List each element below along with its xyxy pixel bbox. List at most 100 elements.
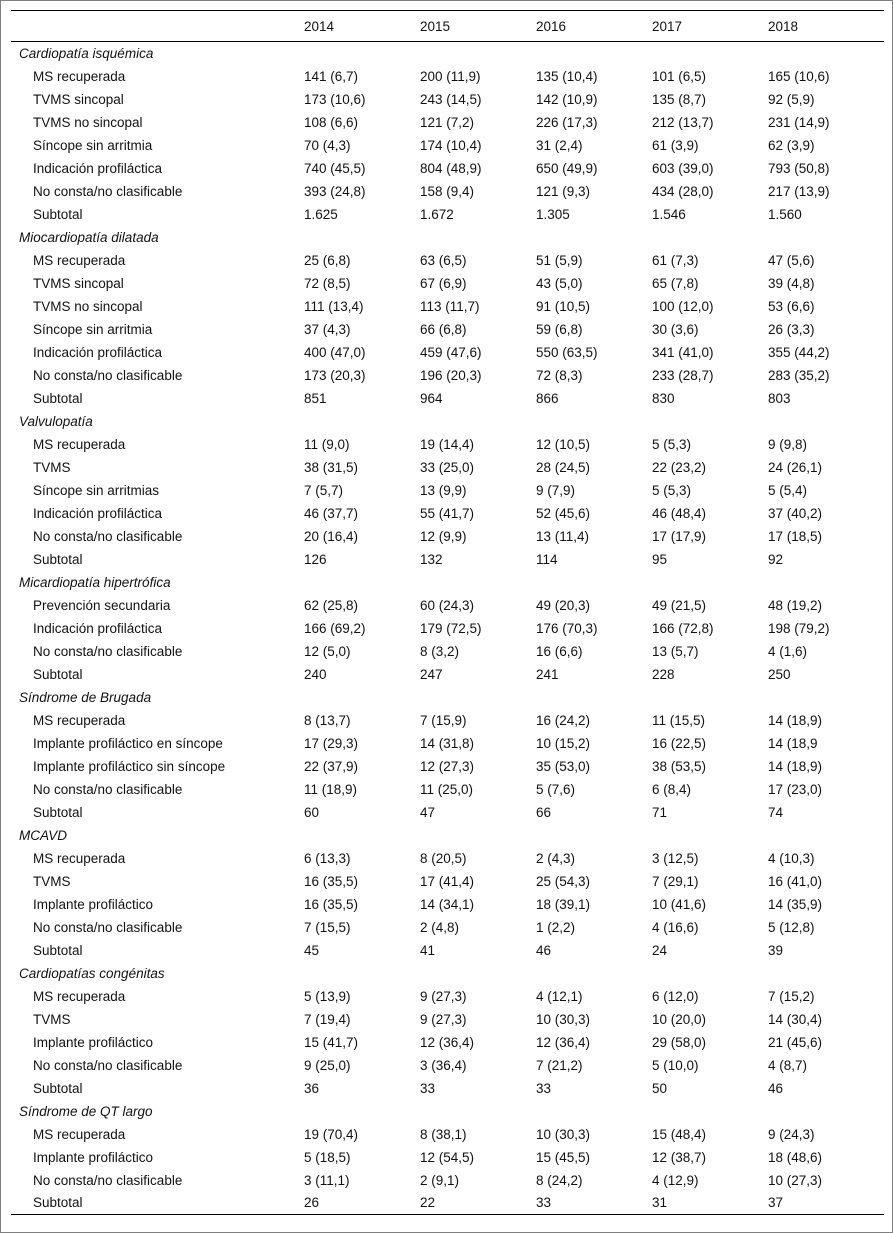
row-label: MS recuperada bbox=[33, 988, 126, 1004]
value-cell: 126 bbox=[304, 551, 327, 567]
section-title: Miocardiopatía dilatada bbox=[19, 229, 159, 245]
row-label: MS recuperada bbox=[33, 712, 126, 728]
table-row: No consta/no clasificable 7 (15,5) 2 (4,8)… bbox=[11, 916, 884, 939]
value-cell: 14 (18,9) bbox=[768, 712, 823, 728]
value-cell: 4 (12,1) bbox=[536, 988, 583, 1004]
value-cell: 8 (38,1) bbox=[420, 1126, 467, 1142]
value-cell: 53 (6,6) bbox=[768, 298, 815, 314]
subtotal-row: Subtotal 36 33 33 50 46 bbox=[11, 1077, 884, 1100]
value-cell: 62 (25,8) bbox=[304, 597, 359, 613]
value-cell: 100 (12,0) bbox=[652, 298, 714, 314]
value-cell: 37 bbox=[768, 1195, 784, 1211]
table-row: TVMS sincopal 173 (10,6) 243 (14,5) 142 (10… bbox=[11, 88, 884, 111]
value-cell: 33 bbox=[420, 1080, 436, 1096]
value-cell: 43 (5,0) bbox=[536, 275, 583, 291]
value-cell: 158 (9,4) bbox=[420, 183, 475, 199]
value-cell: 62 (3,9) bbox=[768, 137, 815, 153]
value-cell: 26 bbox=[304, 1195, 320, 1211]
value-cell: 5 (10,0) bbox=[652, 1057, 699, 1073]
table-row: Síncope sin arritmias 7 (5,7) 13 (9,9) 9 (7… bbox=[11, 479, 884, 502]
row-label: No consta/no clasificable bbox=[33, 919, 183, 935]
value-cell: 866 bbox=[536, 390, 559, 406]
value-cell: 46 (48,4) bbox=[652, 505, 707, 521]
value-cell: 48 (19,2) bbox=[768, 597, 823, 613]
row-label: MS recuperada bbox=[33, 1126, 126, 1142]
value-cell: 174 (10,4) bbox=[420, 137, 482, 153]
row-label: MS recuperada bbox=[33, 850, 126, 866]
value-cell: 7 (15,9) bbox=[420, 712, 467, 728]
value-cell: 2 (9,1) bbox=[420, 1172, 460, 1188]
section-title-row: Miocardiopatía dilatada bbox=[11, 226, 884, 249]
section-title-row: Cardiopatía isquémica bbox=[11, 42, 884, 65]
value-cell: 29 (58,0) bbox=[652, 1034, 707, 1050]
value-cell: 15 (41,7) bbox=[304, 1034, 359, 1050]
table-row: No consta/no clasificable 20 (16,4) 12 (9,… bbox=[11, 525, 884, 548]
row-label: Prevención secundaria bbox=[33, 597, 171, 613]
value-cell: 50 bbox=[652, 1080, 668, 1096]
value-cell: 355 (44,2) bbox=[768, 344, 830, 360]
value-cell: 341 (41,0) bbox=[652, 344, 714, 360]
value-cell: 10 (27,3) bbox=[768, 1172, 823, 1188]
value-cell: 14 (34,1) bbox=[420, 896, 475, 912]
value-cell: 240 bbox=[304, 666, 327, 682]
table-row: MS recuperada 8 (13,7) 7 (15,9) 16 (24,2) 11… bbox=[11, 709, 884, 732]
row-label: Síncope sin arritmias bbox=[33, 482, 160, 498]
value-cell: 166 (72,8) bbox=[652, 620, 714, 636]
row-label: Indicación profiláctica bbox=[33, 505, 163, 521]
table-row: TVMS no sincopal 108 (6,6) 121 (7,2) 226 (1… bbox=[11, 111, 884, 134]
value-cell: 250 bbox=[768, 666, 791, 682]
value-cell: 9 (9,8) bbox=[768, 436, 808, 452]
value-cell: 196 (20,3) bbox=[420, 367, 482, 383]
value-cell: 38 (31,5) bbox=[304, 459, 359, 475]
value-cell: 16 (24,2) bbox=[536, 712, 591, 728]
value-cell: 6 (13,3) bbox=[304, 850, 351, 866]
value-cell: 8 (20,5) bbox=[420, 850, 467, 866]
value-cell: 650 (49,9) bbox=[536, 160, 598, 176]
row-label: Subtotal bbox=[33, 206, 83, 222]
value-cell: 92 (5,9) bbox=[768, 91, 815, 107]
table-row: No consta/no clasificable 393 (24,8) 158 (… bbox=[11, 180, 884, 203]
value-cell: 8 (24,2) bbox=[536, 1172, 583, 1188]
row-label: Subtotal bbox=[33, 551, 83, 567]
value-cell: 18 (48,6) bbox=[768, 1149, 823, 1165]
value-cell: 233 (28,7) bbox=[652, 367, 714, 383]
value-cell: 113 (11,7) bbox=[420, 298, 480, 314]
value-cell: 63 (6,5) bbox=[420, 252, 467, 268]
value-cell: 31 bbox=[652, 1195, 668, 1211]
table-row: TVMS no sincopal 111 (13,4) 113 (11,7) 91 (… bbox=[11, 295, 884, 318]
value-cell: 226 (17,3) bbox=[536, 114, 598, 130]
value-cell: 228 bbox=[652, 666, 675, 682]
row-label: Implante profiláctico sin síncope bbox=[33, 758, 226, 774]
table-row: Implante profiláctico 5 (18,5) 12 (54,5) 15… bbox=[11, 1146, 884, 1169]
value-cell: 4 (12,9) bbox=[652, 1172, 699, 1188]
section-title-row: Cardiopatías congénitas bbox=[11, 962, 884, 985]
table-row: Síncope sin arritmia 37 (4,3) 66 (6,8) 59 (… bbox=[11, 318, 884, 341]
value-cell: 9 (27,3) bbox=[420, 988, 467, 1004]
value-cell: 21 (45,6) bbox=[768, 1034, 823, 1050]
table-row: Síncope sin arritmia 70 (4,3) 174 (10,4) 31… bbox=[11, 134, 884, 157]
value-cell: 49 (21,5) bbox=[652, 597, 707, 613]
value-cell: 12 (36,4) bbox=[536, 1034, 591, 1050]
value-cell: 39 (4,8) bbox=[768, 275, 815, 291]
value-cell: 603 (39,0) bbox=[652, 160, 714, 176]
value-cell: 13 (9,9) bbox=[420, 482, 467, 498]
value-cell: 121 (9,3) bbox=[536, 183, 591, 199]
section-title-row: MCAVD bbox=[11, 824, 884, 847]
value-cell: 19 (70,4) bbox=[304, 1126, 359, 1142]
value-cell: 45 bbox=[304, 942, 320, 958]
row-label: TVMS sincopal bbox=[33, 275, 124, 291]
section-title: Valvulopatía bbox=[19, 413, 93, 429]
value-cell: 241 bbox=[536, 666, 559, 682]
value-cell: 38 (53,5) bbox=[652, 758, 707, 774]
table-row: Implante profiláctico en síncope 17 (29,3… bbox=[11, 732, 884, 755]
value-cell: 4 (10,3) bbox=[768, 850, 815, 866]
value-cell: 59 (6,8) bbox=[536, 321, 583, 337]
value-cell: 65 (7,8) bbox=[652, 275, 699, 291]
value-cell: 14 (18,9 bbox=[768, 735, 818, 751]
value-cell: 10 (30,3) bbox=[536, 1011, 591, 1027]
subtotal-row: Subtotal 240 247 241 228 250 bbox=[11, 663, 884, 686]
value-cell: 12 (36,4) bbox=[420, 1034, 475, 1050]
table-row: MS recuperada 5 (13,9) 9 (27,3) 4 (12,1) 6 (… bbox=[11, 985, 884, 1008]
value-cell: 17 (23,0) bbox=[768, 781, 823, 797]
row-label: Síncope sin arritmia bbox=[33, 137, 153, 153]
